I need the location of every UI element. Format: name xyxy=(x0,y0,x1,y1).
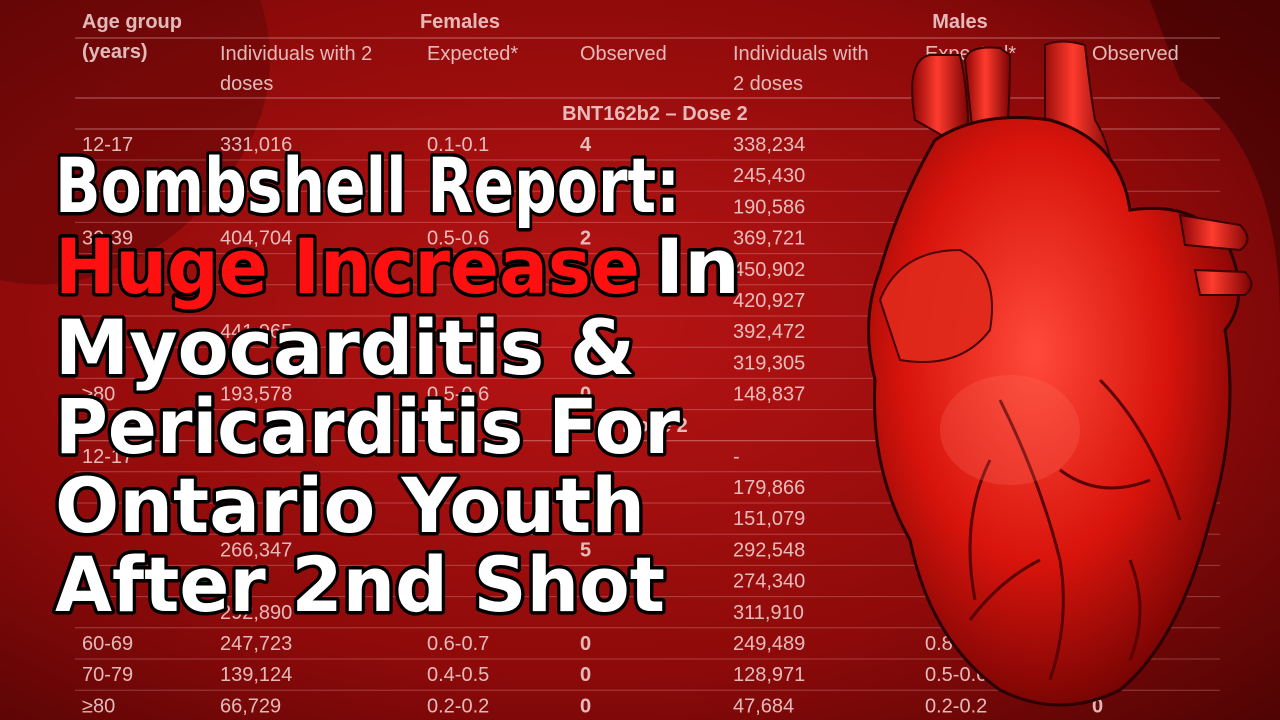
table-cell: 338,234 xyxy=(733,134,805,156)
table-cell: 193,578 xyxy=(220,384,292,406)
shadow-shape xyxy=(0,0,270,285)
table-cell: 247,723 xyxy=(220,633,292,655)
header-cell: Expected* xyxy=(427,43,518,65)
table-cell: 0 xyxy=(580,695,591,717)
table-cell: 47,684 xyxy=(733,695,794,717)
table-cell: 0.5-0.6 xyxy=(427,228,489,250)
table-cell: 4 xyxy=(580,134,592,156)
headline-line: Pericarditis For xyxy=(55,382,680,471)
table-cell: 331,016 xyxy=(220,134,292,156)
headline-line: Bombshell Report: xyxy=(55,141,680,230)
table-cell: 0.4-0.5 xyxy=(427,664,489,686)
age-cell: 12-17 xyxy=(82,446,133,468)
headline-line: Ontario Youth xyxy=(55,461,645,550)
headline-line: Myocarditis & xyxy=(55,303,635,392)
table-cell: 0 xyxy=(580,664,591,686)
table-cell: 2 xyxy=(580,228,591,250)
shadow-shape xyxy=(1150,0,1280,320)
table-cell: 450,902 xyxy=(733,259,805,281)
table-cell: 0.5-0.6 xyxy=(427,384,489,406)
table-cell: 0 xyxy=(580,384,591,406)
age-cell: ≥80 xyxy=(82,695,115,717)
table-cell: 292,890 xyxy=(220,602,292,624)
table-cell: 0.5-0.6 xyxy=(925,664,987,686)
table-cell: 274,340 xyxy=(733,571,805,593)
headline: Bombshell Report: Huge Increase In Myoca… xyxy=(52,138,744,633)
table-cell: 245,430 xyxy=(733,165,805,187)
section-title: Dose 2 xyxy=(622,415,688,437)
table-cell: 249,489 xyxy=(733,633,805,655)
headline-highlight: Huge Increase xyxy=(55,222,640,311)
table-cell: 5 xyxy=(580,539,591,561)
table-cell: 148,837 xyxy=(733,384,805,406)
header-group: Females xyxy=(420,11,500,33)
age-cell: 30-39 xyxy=(82,228,133,250)
header-group: Males xyxy=(932,11,988,33)
headline-line: In xyxy=(655,222,740,311)
header-cell: (years) xyxy=(82,41,148,63)
table-cell: 0.1-0.1 xyxy=(427,134,489,156)
table-cell: 0 xyxy=(580,633,591,655)
header-cell: Individuals with 2 xyxy=(220,43,372,65)
header-cell: doses xyxy=(220,73,273,95)
heart-illustration xyxy=(867,40,1253,707)
header-cell: Observed xyxy=(580,43,667,65)
table-cell: 311,910 xyxy=(733,602,804,624)
header-cell: Age group xyxy=(82,11,182,33)
table-cell: 392,472 xyxy=(733,321,805,343)
table-cell: 266,347 xyxy=(220,539,292,561)
header-cell: Observed xyxy=(1092,43,1179,65)
table-cell: 420,927 xyxy=(733,290,805,312)
table-cell: 190,586 xyxy=(733,196,805,218)
age-cell: 70-79 xyxy=(82,664,133,686)
table-cell: 319,305 xyxy=(733,352,805,374)
table-cell: 292,548 xyxy=(733,539,805,561)
table-cell: 0.2-0.2 xyxy=(925,695,987,717)
table-cell: 441,965 xyxy=(220,321,292,343)
table-cell: - xyxy=(733,446,740,468)
table-cell: 0.6-0.7 xyxy=(427,633,489,655)
table-cell: 66,729 xyxy=(220,695,281,717)
age-cell: 60-69 xyxy=(82,633,133,655)
header-cell: Individuals with xyxy=(733,43,869,65)
table-cell: 128,971 xyxy=(733,664,805,686)
table-cell: 151,079 xyxy=(733,508,805,530)
table-cell: 179,866 xyxy=(733,477,805,499)
section-title: BNT162b2 – Dose 2 xyxy=(562,103,748,125)
header-cell: 2 doses xyxy=(733,73,803,95)
table-cell: 369,721 xyxy=(733,228,805,250)
table-cell: 0.2-0.2 xyxy=(427,695,489,717)
table-cell: 404,704 xyxy=(220,228,292,250)
table-cell: 139,124 xyxy=(220,664,292,686)
age-cell: 12-17 xyxy=(82,134,133,156)
headline-line: After 2nd Shot xyxy=(55,540,665,629)
table-cell: 0 xyxy=(1092,695,1103,717)
age-cell: ≥80 xyxy=(82,384,115,406)
